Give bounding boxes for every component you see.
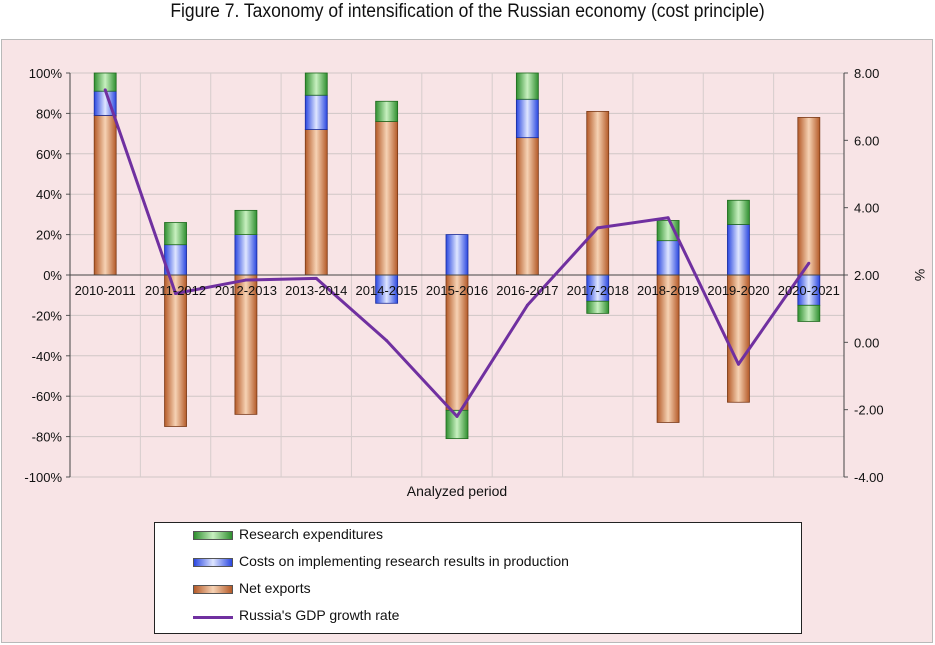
x-tick-label: 2013-2014 [285,283,347,298]
x-tick-label: 2012-2013 [215,283,277,298]
legend: Research expenditures Costs on implement… [154,522,802,634]
y2-tick-label: 2.00 [854,268,879,283]
bar-implementation-costs [515,98,539,139]
gdp-point [314,276,318,280]
x-tick-label: 2018-2019 [637,283,699,298]
figure-title: Figure 7. Taxonomy of intensification of… [170,1,765,22]
y-tick-label: 0% [43,268,62,283]
legend-label: Russia's GDP growth rate [239,607,400,623]
bar-net-exports [797,117,821,276]
y2-tick-label: 6.00 [854,133,879,148]
bar-implementation-costs [727,224,750,276]
y2-tick-label: 4.00 [854,201,879,216]
x-tick-label: 2019-2020 [707,283,769,298]
y2-tick-label: -2.00 [854,403,884,418]
bar-implementation-costs [234,234,258,276]
gdp-point [666,216,670,220]
bar-research-expenditures [304,72,328,96]
bar-implementation-costs [304,94,328,130]
bar-research-expenditures [164,222,187,246]
legend-label: Research expenditures [239,526,383,542]
net-exports-swatch [193,585,233,594]
chart-area: 100% 80% 60% 40% 20% 0% -20% -40% -60% -80% -100% 8… [1,39,933,643]
x-tick-label: 2016-2017 [496,283,558,298]
gdp-line-swatch [193,616,233,619]
y2-tick-label: -4.00 [854,470,884,485]
bar-net-exports [375,121,399,276]
gdp-point [807,261,811,265]
bar-implementation-costs [656,240,680,276]
y-tick-label: -60% [32,389,63,404]
y-tick-label: 80% [36,106,62,121]
x-tick-label: 2011-2012 [145,283,206,298]
y-tick-label: 20% [36,228,62,243]
y-tick-label: 60% [36,147,62,162]
gdp-point [244,278,248,282]
gdp-point [596,226,600,230]
bar-research-expenditures [515,72,539,100]
gdp-point [736,362,740,366]
x-tick-label: 2015-2016 [426,283,488,298]
gdp-point [174,292,178,296]
y-tick-label: 40% [36,187,62,202]
bar-research-expenditures [797,304,821,322]
bar-research-expenditures [234,209,258,236]
x-tick-label: 2010-2011 [75,283,136,298]
gdp-point [455,414,459,418]
legend-label: Costs on implementing research results i… [239,553,569,569]
y2-tick-label: 8.00 [854,66,879,81]
combo-chart: 100% 80% 60% 40% 20% 0% -20% -40% -60% -80% -100% 8… [24,66,928,499]
x-axis-title: Analyzed period [407,483,507,499]
legend-item-net-exports: Net exports [155,579,795,601]
y-tick-label: -80% [32,430,63,445]
bar-net-exports [586,110,610,276]
bar-research-expenditures [727,199,750,225]
legend-item-gdp: Russia's GDP growth rate [155,606,795,628]
y-tick-label: -20% [32,308,63,323]
bar-implementation-costs [445,234,469,276]
implementation-swatch [193,558,233,567]
bar-research-expenditures [445,409,469,440]
x-tick-label: 2020-2021 [778,283,840,298]
gdp-point [525,303,529,307]
gdp-point [385,339,389,343]
legend-item-research: Research expenditures [155,525,795,547]
x-tick-label: 2014-2015 [356,283,418,298]
y-tick-label: -100% [24,470,62,485]
y-tick-label: 100% [29,66,63,81]
x-tick-label: 2017-2018 [567,283,629,298]
bar-research-expenditures [375,100,399,122]
legend-item-implementation: Costs on implementing research results i… [155,552,795,574]
bar-net-exports [304,129,328,276]
y2-axis-title: % [912,269,928,281]
y2-tick-label: 0.00 [854,335,879,350]
research-swatch [193,531,233,540]
y-tick-label: -40% [32,349,63,364]
bar-net-exports [93,115,117,276]
legend-label: Net exports [239,580,311,596]
gdp-point [103,88,107,92]
bar-research-expenditures [586,300,610,314]
bar-net-exports [515,137,539,276]
